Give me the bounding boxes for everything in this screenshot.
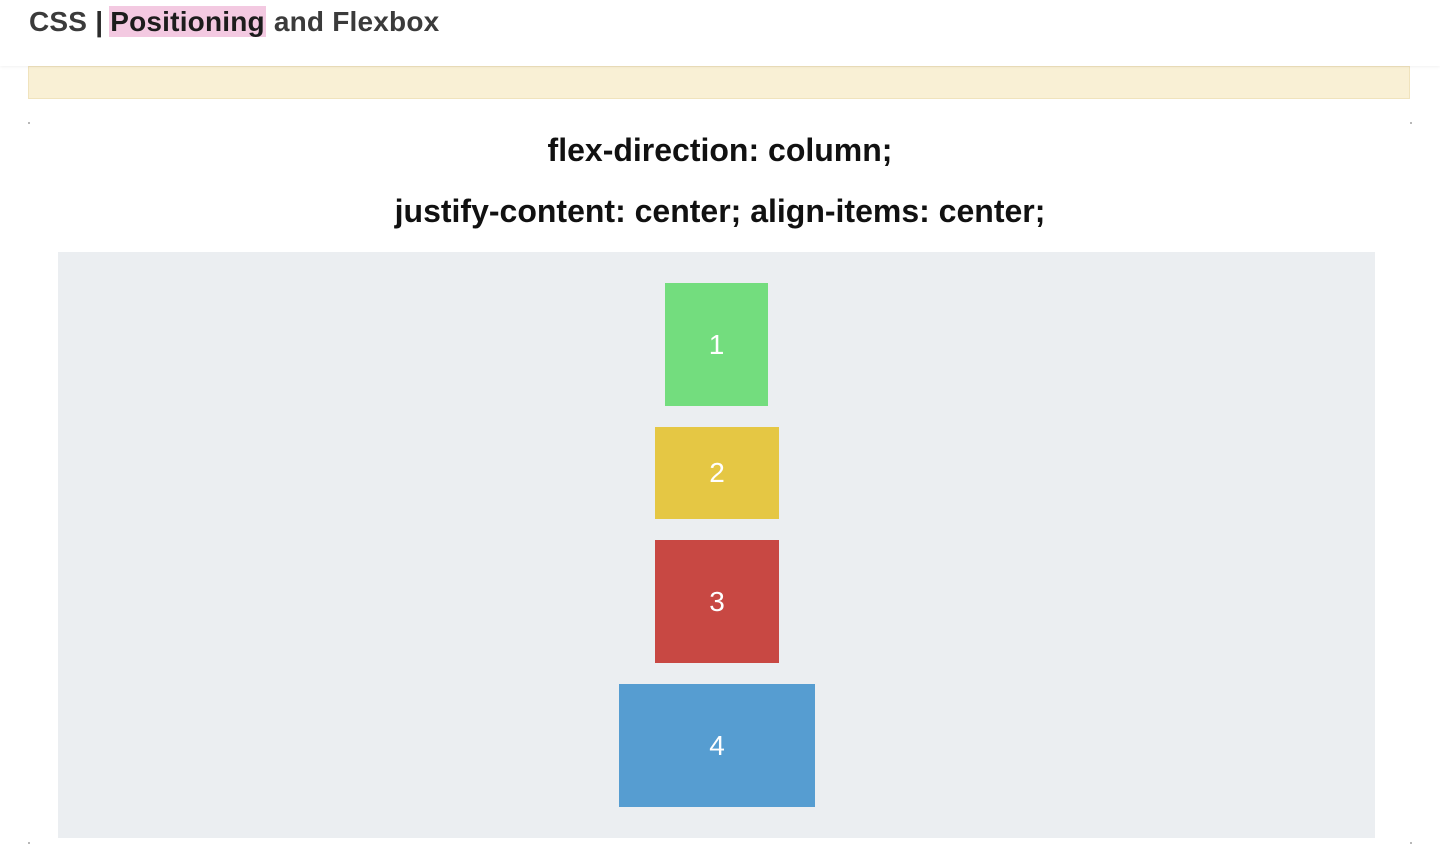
flex-item-2: 2 xyxy=(655,427,779,519)
title-prefix: CSS xyxy=(29,6,88,37)
card-corner-mark xyxy=(28,122,30,124)
title-separator: | xyxy=(95,6,104,37)
flex-item-4: 4 xyxy=(619,684,815,807)
flex-item-3: 3 xyxy=(655,540,779,663)
note-banner xyxy=(28,66,1410,99)
card-corner-mark xyxy=(1410,122,1412,124)
title-highlight: Positioning xyxy=(109,6,266,37)
card-corner-mark xyxy=(1410,842,1412,844)
flexbox-demo-card: flex-direction: column; justify-content:… xyxy=(28,122,1412,844)
flex-container: 1 2 3 4 xyxy=(58,252,1375,838)
title-rest: and Flexbox xyxy=(273,6,440,37)
top-bar: CSS | Positioning and Flexbox xyxy=(0,0,1440,66)
flex-item-1: 1 xyxy=(665,283,768,406)
demo-heading-flex-direction: flex-direction: column; xyxy=(547,132,893,168)
demo-heading-alignment: justify-content: center; align-items: ce… xyxy=(394,193,1046,229)
card-corner-mark xyxy=(28,842,30,844)
page-title: CSS | Positioning and Flexbox xyxy=(29,4,439,40)
